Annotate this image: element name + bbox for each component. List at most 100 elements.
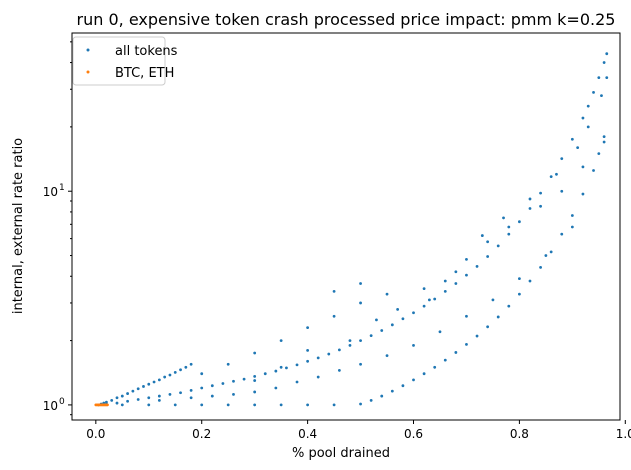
data-point bbox=[486, 325, 490, 329]
data-point bbox=[586, 104, 590, 108]
data-point bbox=[465, 273, 468, 277]
data-point bbox=[496, 244, 500, 248]
data-point bbox=[327, 352, 331, 356]
data-point bbox=[242, 377, 246, 381]
data-point bbox=[454, 282, 458, 285]
data-point bbox=[602, 135, 606, 139]
data-point bbox=[518, 292, 521, 296]
data-point bbox=[576, 146, 580, 150]
data-point bbox=[274, 369, 278, 373]
data-point bbox=[200, 403, 204, 407]
data-point bbox=[502, 216, 505, 220]
data-point bbox=[232, 379, 235, 383]
data-point bbox=[274, 386, 278, 390]
data-point bbox=[179, 368, 182, 372]
data-point bbox=[253, 390, 257, 394]
data-point bbox=[422, 304, 426, 308]
x-tick-label: 0.8 bbox=[510, 427, 529, 441]
data-point bbox=[168, 373, 172, 377]
data-point bbox=[602, 61, 606, 64]
data-point bbox=[168, 393, 172, 396]
y-tick-label: 10 bbox=[43, 399, 58, 413]
data-point bbox=[337, 369, 341, 372]
data-point bbox=[253, 374, 257, 378]
data-point bbox=[422, 372, 426, 376]
data-point bbox=[226, 403, 230, 407]
data-point bbox=[443, 279, 447, 283]
x-axis: 0.0 0.2 0.4 0.6 0.8 1.0 bbox=[86, 420, 631, 441]
data-point bbox=[491, 298, 495, 302]
data-point bbox=[602, 140, 606, 144]
data-point bbox=[285, 366, 288, 370]
data-point bbox=[433, 297, 437, 301]
plot-area bbox=[71, 32, 621, 421]
data-point bbox=[465, 257, 468, 261]
data-point bbox=[173, 370, 177, 374]
data-point bbox=[316, 375, 320, 379]
data-point bbox=[173, 403, 177, 407]
data-point bbox=[189, 388, 193, 392]
data-point bbox=[359, 402, 362, 406]
data-point bbox=[147, 396, 151, 400]
data-point bbox=[560, 189, 564, 193]
data-point bbox=[427, 298, 431, 302]
data-point bbox=[597, 152, 601, 155]
data-point bbox=[539, 191, 542, 195]
data-point bbox=[136, 387, 140, 391]
data-point bbox=[380, 394, 384, 398]
data-point bbox=[115, 401, 119, 405]
data-points bbox=[94, 52, 609, 407]
data-point bbox=[157, 378, 161, 382]
y-tick-label: 10 bbox=[43, 185, 58, 199]
data-point bbox=[443, 358, 447, 362]
legend-label-btc-eth: BTC, ETH bbox=[115, 66, 174, 81]
data-point bbox=[253, 403, 257, 407]
data-point bbox=[528, 279, 532, 283]
data-point bbox=[157, 398, 161, 402]
data-point bbox=[422, 287, 426, 291]
data-point bbox=[221, 382, 225, 385]
data-point bbox=[295, 363, 299, 367]
data-point bbox=[126, 392, 129, 395]
data-point bbox=[279, 403, 283, 407]
data-point bbox=[549, 175, 553, 179]
legend-box bbox=[72, 36, 166, 86]
y-tick-exponent: 0 bbox=[59, 397, 65, 407]
data-point bbox=[147, 403, 151, 407]
data-point bbox=[390, 323, 394, 327]
legend-marker-btc-eth bbox=[86, 70, 90, 74]
data-point bbox=[189, 396, 193, 400]
legend-marker-all-tokens bbox=[86, 48, 90, 52]
data-point bbox=[586, 125, 590, 129]
data-point bbox=[210, 394, 214, 398]
data-point bbox=[306, 359, 310, 363]
data-point bbox=[496, 315, 500, 319]
data-point bbox=[401, 384, 405, 388]
data-point bbox=[396, 307, 400, 311]
data-point bbox=[263, 372, 267, 376]
data-point bbox=[348, 343, 352, 347]
data-point bbox=[126, 399, 129, 403]
data-point bbox=[136, 398, 140, 401]
legend-label-all-tokens: all tokens bbox=[115, 44, 178, 59]
data-point bbox=[210, 384, 214, 388]
data-point bbox=[306, 326, 310, 330]
data-point bbox=[597, 76, 601, 80]
data-point bbox=[359, 362, 362, 366]
data-point bbox=[600, 94, 603, 98]
data-point bbox=[433, 365, 437, 369]
data-point bbox=[438, 330, 442, 334]
data-point bbox=[295, 380, 299, 384]
x-tick-label: 1.0 bbox=[616, 427, 631, 441]
data-point bbox=[581, 165, 585, 169]
x-tick-label: 0.4 bbox=[298, 427, 317, 441]
data-point bbox=[390, 389, 394, 393]
data-point bbox=[200, 372, 204, 376]
data-point bbox=[359, 301, 362, 305]
data-point bbox=[332, 314, 336, 318]
data-point bbox=[486, 255, 490, 258]
data-point bbox=[581, 192, 585, 196]
data-point bbox=[465, 342, 468, 346]
